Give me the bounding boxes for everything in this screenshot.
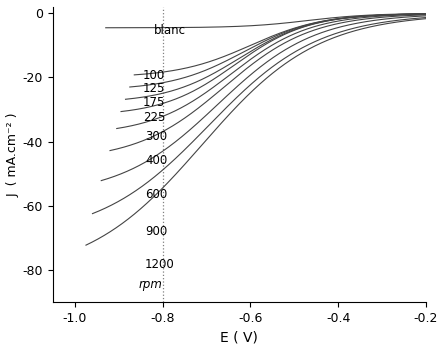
Text: 175: 175	[143, 96, 165, 109]
Text: rpm: rpm	[138, 278, 162, 291]
Text: 600: 600	[145, 188, 167, 201]
Y-axis label: J  ( mA.cm⁻² ): J ( mA.cm⁻² )	[7, 112, 20, 197]
Text: 125: 125	[143, 82, 165, 95]
Text: 225: 225	[143, 111, 165, 124]
Text: 100: 100	[143, 69, 165, 82]
Text: 300: 300	[145, 130, 167, 143]
Text: blanc: blanc	[154, 25, 186, 38]
X-axis label: E ( V): E ( V)	[220, 330, 259, 344]
Text: 1200: 1200	[145, 258, 175, 271]
Text: 900: 900	[145, 225, 167, 238]
Text: 400: 400	[145, 154, 167, 167]
